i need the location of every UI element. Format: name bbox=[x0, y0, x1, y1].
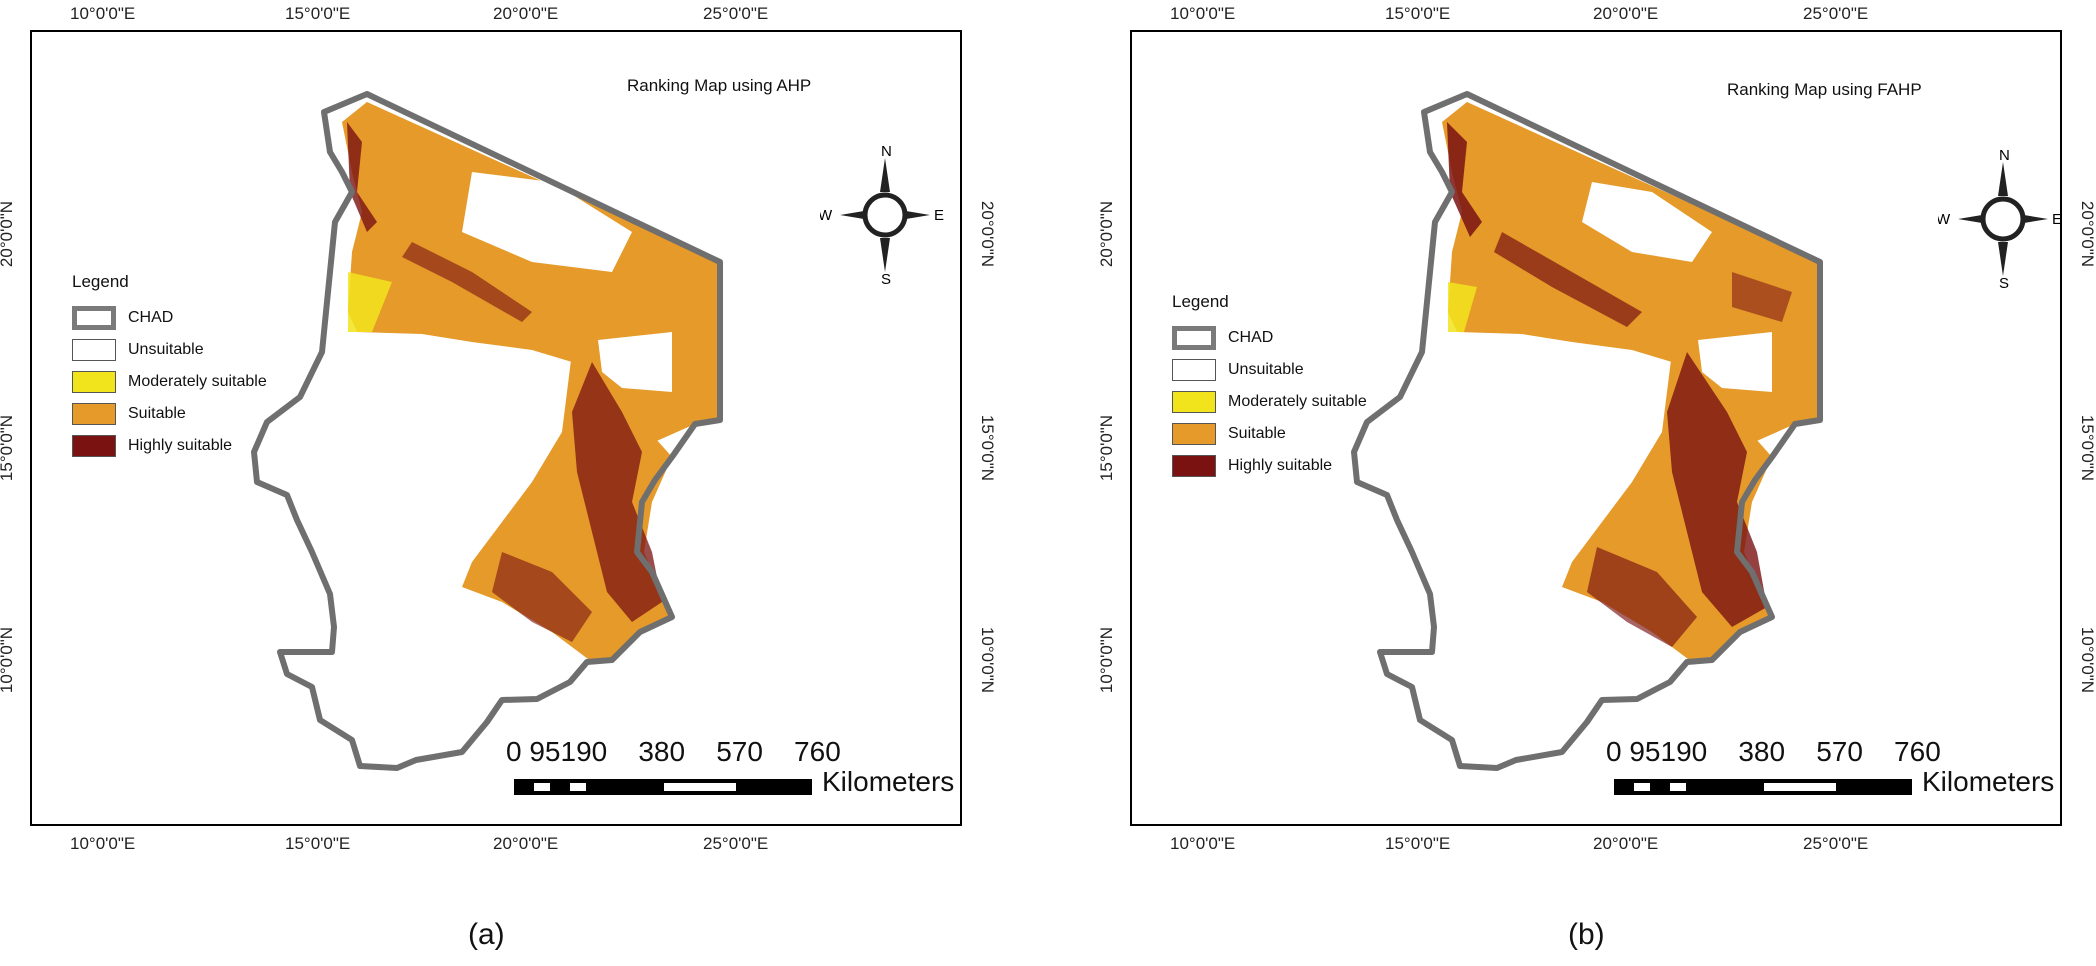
lat-tick-right: 20°0'0"N bbox=[2078, 200, 2096, 268]
map-panel-a: 10°0'0"E 15°0'0"E 20°0'0"E 25°0'0"E Rank… bbox=[0, 0, 1020, 966]
lat-tick-left: 20°0'0"N bbox=[0, 200, 16, 268]
lat-tick-left: 15°0'0"N bbox=[0, 414, 16, 482]
legend-label: Unsuitable bbox=[1228, 361, 1304, 378]
legend-swatch bbox=[72, 403, 116, 425]
legend-item-unsuitable: Unsuitable bbox=[72, 334, 267, 366]
lon-tick-bottom: 10°0'0"E bbox=[1170, 834, 1236, 853]
map-frame: Ranking Map using FAHP Legend CHAD Unsui… bbox=[1130, 30, 2062, 826]
legend-item-chad: CHAD bbox=[72, 302, 267, 334]
lon-tick-bottom: 15°0'0"E bbox=[285, 834, 351, 853]
suitability-raster-a bbox=[342, 102, 720, 662]
lon-tick-top: 15°0'0"E bbox=[285, 4, 351, 23]
lat-tick-right: 10°0'0"N bbox=[2078, 626, 2096, 694]
chad-boundary bbox=[251, 91, 723, 771]
legend-swatch bbox=[72, 339, 116, 361]
lon-tick-top: 10°0'0"E bbox=[1170, 4, 1236, 23]
legend-label: Moderately suitable bbox=[128, 373, 267, 390]
lon-tick-top: 20°0'0"E bbox=[493, 4, 559, 23]
lon-tick-top: 15°0'0"E bbox=[1385, 4, 1451, 23]
lon-tick-bottom: 15°0'0"E bbox=[1385, 834, 1451, 853]
chad-boundary bbox=[1351, 91, 1823, 771]
legend-item-chad: CHAD bbox=[1172, 322, 1367, 354]
legend-swatch bbox=[1172, 326, 1216, 350]
legend-item-unsuitable: Unsuitable bbox=[1172, 354, 1367, 386]
panel-caption: (b) bbox=[1568, 918, 1605, 951]
lat-tick-left: 10°0'0"N bbox=[0, 626, 16, 694]
lat-tick-right: 15°0'0"N bbox=[978, 414, 997, 482]
legend-label: CHAD bbox=[128, 309, 174, 326]
lon-tick-bottom: 10°0'0"E bbox=[70, 834, 136, 853]
legend: Legend CHAD Unsuitable Moderately suitab… bbox=[1172, 292, 1367, 482]
scale-labels: 0 95190 380 570 760 bbox=[1606, 736, 1941, 767]
compass-w: W bbox=[1938, 211, 1951, 228]
scale-unit: Kilometers bbox=[822, 766, 955, 797]
lat-tick-left: 20°0'0"N bbox=[1097, 200, 1116, 268]
scale-unit: Kilometers bbox=[1922, 766, 2055, 797]
compass-e: E bbox=[2052, 211, 2062, 228]
legend-label: Unsuitable bbox=[128, 341, 204, 358]
legend-label: Highly suitable bbox=[128, 437, 233, 454]
lat-tick-left: 10°0'0"N bbox=[1097, 626, 1116, 694]
legend-label: CHAD bbox=[1228, 329, 1274, 346]
legend-label: Suitable bbox=[128, 405, 186, 422]
lon-tick-bottom: 20°0'0"E bbox=[493, 834, 559, 853]
lon-tick-top: 20°0'0"E bbox=[1593, 4, 1659, 23]
compass-s: S bbox=[881, 271, 891, 284]
panel-caption: (a) bbox=[468, 918, 505, 951]
lon-tick-bottom: 25°0'0"E bbox=[703, 834, 769, 853]
map-panel-b: 10°0'0"E 15°0'0"E 20°0'0"E 25°0'0"E Rank… bbox=[1097, 0, 2096, 966]
lat-tick-right: 10°0'0"N bbox=[978, 626, 997, 694]
legend-item-moderate: Moderately suitable bbox=[72, 366, 267, 398]
map-frame: Ranking Map using AHP Legend CHAD Unsuit… bbox=[30, 30, 962, 826]
compass-rose-icon: N S W E bbox=[820, 144, 950, 284]
compass-rose-icon: N S W E bbox=[1938, 148, 2062, 288]
legend-label: Highly suitable bbox=[1228, 457, 1333, 474]
legend-item-suitable: Suitable bbox=[72, 398, 267, 430]
legend-title: Legend bbox=[72, 272, 129, 291]
lon-tick-bottom: 20°0'0"E bbox=[1593, 834, 1659, 853]
lon-tick-top: 25°0'0"E bbox=[1803, 4, 1869, 23]
scale-bar bbox=[1614, 777, 1914, 797]
legend: Legend CHAD Unsuitable Moderately suitab… bbox=[72, 272, 267, 462]
legend-item-highly: Highly suitable bbox=[1172, 450, 1367, 482]
compass-e: E bbox=[934, 207, 944, 224]
legend-swatch bbox=[72, 306, 116, 330]
legend-swatch bbox=[1172, 423, 1216, 445]
legend-item-suitable: Suitable bbox=[1172, 418, 1367, 450]
compass-s: S bbox=[1999, 275, 2009, 288]
lon-tick-bottom: 25°0'0"E bbox=[1803, 834, 1869, 853]
legend-label: Suitable bbox=[1228, 425, 1286, 442]
map-title: Ranking Map using FAHP bbox=[1727, 80, 1922, 99]
legend-title: Legend bbox=[1172, 292, 1229, 311]
compass-w: W bbox=[820, 207, 833, 224]
scale-labels: 0 95190 380 570 760 bbox=[506, 736, 841, 767]
legend-item-highly: Highly suitable bbox=[72, 430, 267, 462]
legend-swatch bbox=[72, 435, 116, 457]
legend-swatch bbox=[1172, 391, 1216, 413]
lat-tick-left: 15°0'0"N bbox=[1097, 414, 1116, 482]
map-canvas bbox=[1351, 91, 1823, 771]
lon-tick-top: 25°0'0"E bbox=[703, 4, 769, 23]
compass-n: N bbox=[1999, 148, 2010, 164]
map-canvas bbox=[251, 91, 723, 771]
legend-swatch bbox=[1172, 359, 1216, 381]
legend-swatch bbox=[72, 371, 116, 393]
map-title: Ranking Map using AHP bbox=[627, 76, 812, 95]
lon-tick-top: 10°0'0"E bbox=[70, 4, 136, 23]
legend-swatch bbox=[1172, 455, 1216, 477]
scale-bar bbox=[514, 777, 814, 797]
legend-label: Moderately suitable bbox=[1228, 393, 1367, 410]
compass-n: N bbox=[881, 144, 892, 160]
legend-item-moderate: Moderately suitable bbox=[1172, 386, 1367, 418]
lat-tick-right: 15°0'0"N bbox=[2078, 414, 2096, 482]
lat-tick-right: 20°0'0"N bbox=[978, 200, 997, 268]
